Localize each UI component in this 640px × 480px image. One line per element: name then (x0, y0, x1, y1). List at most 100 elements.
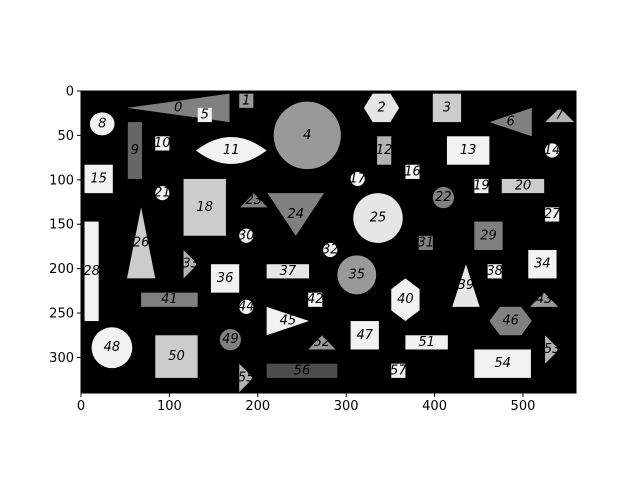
shape-label-49: 49 (222, 332, 239, 347)
shape-label-34: 34 (534, 257, 551, 272)
shape-label-7: 7 (556, 107, 565, 122)
shape-49 (219, 329, 241, 351)
shape-label-1: 1 (242, 93, 250, 108)
shape-25 (353, 193, 403, 243)
shape-27 (545, 207, 560, 222)
shape-label-9: 9 (131, 143, 139, 158)
x-axis: 0 100 200 300 400 500 (77, 393, 536, 414)
shape-label-17: 17 (349, 171, 366, 186)
shape-26 (126, 207, 156, 279)
shape-55 (239, 363, 254, 393)
shape-label-32: 32 (322, 242, 339, 257)
shape-label-26: 26 (133, 235, 150, 250)
shape-label-20: 20 (515, 179, 532, 194)
shape-label-44: 44 (238, 299, 255, 314)
shape-label-43: 43 (536, 292, 553, 307)
shape-label-11: 11 (223, 143, 240, 158)
shape-56 (266, 363, 338, 378)
shape-label-40: 40 (397, 292, 414, 307)
shape-label-30: 30 (238, 228, 255, 243)
shape-12 (377, 136, 392, 165)
y-tick-label: 100 (49, 173, 74, 188)
y-tick-label: 200 (49, 262, 74, 277)
shape-label-24: 24 (288, 207, 305, 222)
y-axis: 0 50 100 150 200 250 300 (49, 85, 81, 366)
shape-10 (155, 136, 170, 151)
shape-44 (239, 299, 254, 314)
shape-9 (127, 122, 142, 179)
shape-label-57: 57 (390, 363, 407, 378)
shape-52 (308, 335, 336, 350)
shape-39 (452, 264, 480, 307)
shape-53 (545, 335, 560, 364)
shape-11 (195, 137, 267, 165)
shape-label-48: 48 (104, 340, 121, 355)
x-tick-label: 500 (511, 399, 536, 414)
shape-38 (487, 264, 502, 279)
shape-42 (308, 292, 323, 307)
y-tick-label: 250 (49, 307, 74, 322)
shape-label-14: 14 (544, 143, 561, 158)
shape-8 (89, 112, 115, 136)
shape-50 (155, 335, 198, 378)
shape-label-12: 12 (376, 143, 393, 158)
shape-19 (474, 178, 489, 194)
shape-31 (418, 235, 433, 250)
shape-label-51: 51 (418, 335, 435, 350)
x-tick-label: 0 (77, 399, 85, 414)
shape-label-52: 52 (314, 335, 331, 350)
shape-4 (273, 101, 341, 170)
shape-23 (240, 193, 268, 208)
x-tick-label: 300 (334, 399, 359, 414)
shape-51 (405, 335, 448, 350)
shapes-layer (84, 93, 575, 393)
y-tick-label: 50 (57, 129, 74, 144)
shape-label-45: 45 (280, 314, 297, 329)
shape-label-16: 16 (404, 164, 421, 179)
shape-13 (446, 136, 490, 165)
shape-45 (266, 306, 310, 336)
shape-label-15: 15 (90, 171, 107, 186)
shape-43 (530, 292, 559, 307)
x-tick-label: 100 (157, 399, 182, 414)
shape-15 (84, 164, 113, 194)
shape-label-8: 8 (98, 116, 106, 131)
shape-label-56: 56 (294, 363, 311, 378)
shape-label-28: 28 (83, 264, 100, 279)
shape-label-50: 50 (168, 349, 185, 364)
shape-32 (323, 242, 338, 258)
shape-33 (183, 249, 198, 279)
shape-label-46: 46 (502, 314, 519, 329)
shape-label-5: 5 (201, 107, 209, 122)
shape-label-36: 36 (217, 271, 234, 286)
shape-label-31: 31 (417, 235, 434, 250)
shape-label-37: 37 (280, 264, 297, 279)
shape-34 (528, 249, 557, 279)
shape-22 (432, 186, 455, 209)
shape-label-19: 19 (473, 179, 490, 194)
plot-frame (80, 90, 577, 394)
shape-label-27: 27 (544, 207, 561, 222)
shape-47 (350, 321, 379, 350)
shape-48 (91, 327, 133, 369)
shape-label-33: 33 (182, 257, 199, 272)
shape-label-2: 2 (377, 100, 385, 115)
shape-35 (337, 255, 377, 295)
shape-label-10: 10 (154, 136, 171, 151)
shape-40 (391, 278, 420, 322)
shape-18 (183, 178, 226, 236)
shape-label-25: 25 (370, 211, 387, 226)
shape-7 (545, 107, 575, 123)
shape-3 (432, 93, 462, 123)
shape-label-39: 39 (458, 278, 475, 293)
shape-label-41: 41 (161, 292, 178, 307)
shape-41 (141, 292, 198, 307)
shape-21 (155, 186, 170, 201)
shape-label-23: 23 (246, 193, 263, 208)
y-tick-label: 150 (49, 218, 74, 233)
shape-label-22: 22 (435, 190, 452, 205)
shape-36 (210, 264, 240, 293)
shape-6 (489, 107, 532, 137)
